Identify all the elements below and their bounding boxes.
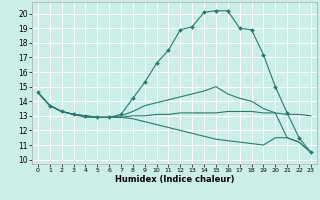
X-axis label: Humidex (Indice chaleur): Humidex (Indice chaleur) [115, 175, 234, 184]
